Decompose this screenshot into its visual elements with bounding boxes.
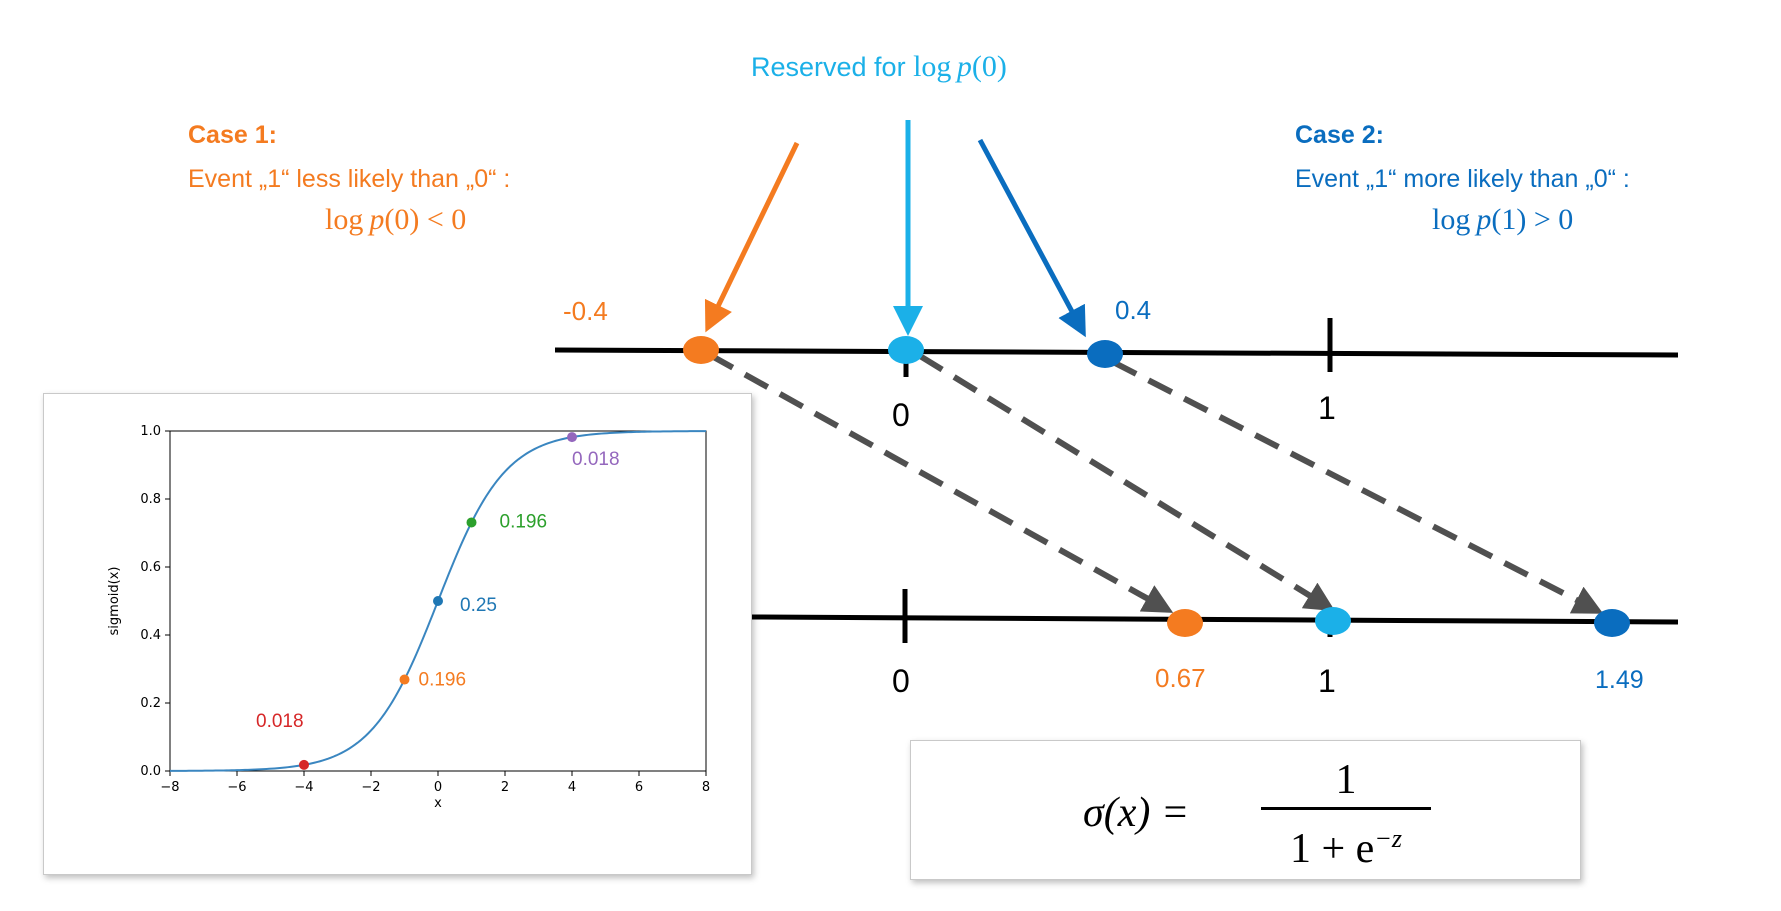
- mapping-arrow-zero: [918, 353, 1336, 612]
- case2-description: Event „1“ more likely than „0“ :: [1295, 165, 1630, 193]
- case1-math-log: log: [325, 203, 364, 236]
- formula-fraction: 1 1 + e−z: [1261, 755, 1431, 874]
- top-point-label-neg: -0.4: [563, 296, 608, 326]
- x-tick-label: 8: [702, 780, 710, 795]
- case1-title: Case 1:: [188, 121, 277, 149]
- reserved-label: Reserved for log p(0): [751, 50, 1007, 83]
- y-tick-label: 0.4: [140, 628, 161, 643]
- formula-lhs: σ(x) =: [1083, 789, 1189, 837]
- formula-lhs-text: σ(x) =: [1083, 790, 1190, 836]
- bottom-tick-label-1: 1: [1318, 663, 1336, 699]
- y-tick-label: 1.0: [140, 424, 161, 439]
- bottom-point-label-neg: 0.67: [1155, 663, 1206, 693]
- formula-denominator: 1 + e−z: [1261, 814, 1431, 874]
- y-tick-label: 0.6: [140, 560, 161, 575]
- sigmoid-point: [433, 596, 443, 606]
- sigmoid-plot-box: −8 −6 −4 −2 0 2 4 6 8 0.0 0.2 0.4 0.6 0.8 1.0 x sigmoid(…: [43, 393, 752, 875]
- top-point-neg: [683, 336, 719, 364]
- bottom-axis-line: [751, 614, 1679, 625]
- sigmoid-chart: −8 −6 −4 −2 0 2 4 6 8 0.0 0.2 0.4 0.6 0.8 1.0 x sigmoid(…: [107, 424, 710, 811]
- bottom-point-pos: [1594, 609, 1630, 637]
- top-point-zero: [888, 336, 924, 364]
- bottom-point-zero: [1315, 607, 1351, 635]
- x-axis-label: x: [434, 796, 442, 811]
- x-tick-label: 6: [635, 780, 643, 795]
- formula-fraction-bar: [1261, 807, 1431, 810]
- sigmoid-point-label: 0.196: [419, 670, 467, 691]
- case1-description: Event „1“ less likely than „0“ :: [188, 165, 511, 193]
- y-axis-label: sigmoid(x): [107, 567, 122, 636]
- sigmoid-point: [466, 517, 477, 528]
- x-tick-label: −4: [294, 780, 313, 795]
- case1-pointer-arrow: [704, 141, 800, 333]
- formula-denominator-base: 1 + e: [1290, 826, 1375, 872]
- mapping-arrow-pos: [1111, 359, 1604, 614]
- sigmoid-point-label: 0.196: [500, 511, 548, 532]
- case2-pointer-arrow: [977, 138, 1086, 338]
- case1-math-p: p: [369, 203, 385, 236]
- formula-numerator: 1: [1335, 757, 1357, 803]
- x-tick-label: 2: [501, 780, 509, 795]
- case1-math-tail: (0) < 0: [384, 203, 467, 236]
- bottom-tick-label-0: 0: [892, 663, 910, 699]
- case2-math: log p(1) > 0: [1432, 203, 1573, 237]
- mapping-arrow-neg: [708, 352, 1174, 613]
- case2-math-tail: (1) > 0: [1491, 203, 1574, 236]
- x-tick-label: 0: [434, 780, 442, 795]
- case1-math: log p(0) < 0: [325, 203, 466, 237]
- sigmoid-point: [299, 759, 309, 770]
- reserved-label-prefix: Reserved for: [751, 52, 914, 82]
- x-tick-label: 4: [568, 780, 576, 795]
- sigmoid-point-label: 0.25: [460, 595, 497, 616]
- sigmoid-point: [567, 432, 577, 443]
- reserved-label-arg: (0): [971, 50, 1007, 83]
- top-point-label-pos: 0.4: [1115, 295, 1152, 325]
- formula-exponent: −z: [1374, 824, 1402, 853]
- case2-math-p: p: [1476, 203, 1492, 236]
- sigmoid-point-label: 0.018: [256, 711, 304, 732]
- bottom-point-neg: [1167, 609, 1203, 637]
- y-tick-label: 0.2: [140, 696, 161, 711]
- case2-title: Case 2:: [1295, 121, 1384, 149]
- x-tick-label: −2: [361, 780, 380, 795]
- sigmoid-point: [399, 674, 410, 685]
- reserved-label-p: p: [956, 50, 972, 83]
- bottom-point-label-pos: 1.49: [1595, 666, 1644, 694]
- top-tick-label-1: 1: [1318, 390, 1336, 426]
- reserved-label-log: log: [913, 50, 952, 83]
- x-tick-label: −6: [227, 780, 246, 795]
- sigmoid-formula-box: σ(x) = 1 1 + e−z: [910, 740, 1581, 880]
- case2-math-log: log: [1432, 203, 1471, 236]
- y-tick-label: 0.8: [140, 492, 161, 507]
- y-tick-label: 0.0: [140, 764, 161, 779]
- x-tick-label: −8: [160, 780, 179, 795]
- top-tick-label-0: 0: [892, 397, 910, 433]
- sigmoid-point-label: 0.018: [572, 449, 620, 470]
- top-point-pos: [1087, 340, 1123, 368]
